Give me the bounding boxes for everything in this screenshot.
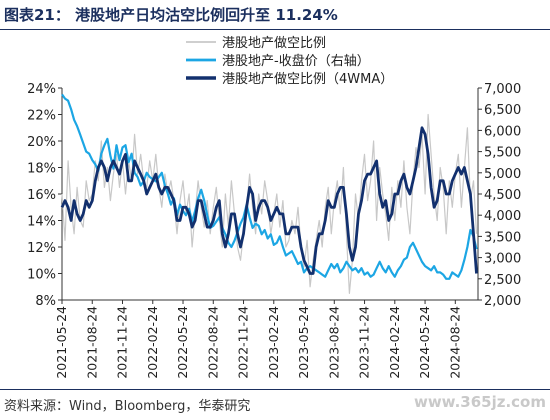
right-tick-label: 3,000 xyxy=(484,252,521,267)
close-price-line xyxy=(61,93,478,280)
x-tick-label: 2024-05-24 xyxy=(417,306,432,379)
x-tick-label: 2023-11-24 xyxy=(357,306,372,379)
x-tick-label: 2023-02-24 xyxy=(266,306,281,379)
left-tick-label: 14% xyxy=(27,215,56,230)
legend-label: 港股地产-收盘价（右轴） xyxy=(222,53,370,69)
right-tick-label: 4,000 xyxy=(484,209,521,224)
left-tick-label: 18% xyxy=(27,162,56,177)
x-tick-label: 2024-08-24 xyxy=(447,306,462,379)
x-tick-label: 2021-05-24 xyxy=(54,306,69,379)
legend-label: 港股地产做空比例 xyxy=(222,36,326,51)
right-tick-label: 4,500 xyxy=(484,188,521,203)
right-tick-label: 3,500 xyxy=(484,230,521,245)
x-tick-label: 2024-02-24 xyxy=(387,306,402,379)
short-ratio-line xyxy=(61,113,478,294)
left-tick-label: 24% xyxy=(27,82,56,97)
left-tick-label: 12% xyxy=(27,241,56,256)
x-tick-label: 2022-05-24 xyxy=(175,306,190,379)
left-tick-label: 22% xyxy=(27,109,56,124)
source-note: 资料来源：Wind，Bloomberg，华泰研究 xyxy=(4,399,251,414)
x-tick-label: 2022-08-24 xyxy=(205,306,220,379)
x-tick-label: 2022-02-24 xyxy=(145,306,160,379)
x-tick-label: 2022-11-24 xyxy=(236,306,251,379)
right-tick-label: 5,000 xyxy=(484,167,521,182)
legend-label: 港股地产做空比例（4WMA） xyxy=(222,72,393,87)
left-tick-label: 20% xyxy=(27,135,56,150)
watermark: www.365jz.com xyxy=(413,393,546,411)
right-tick-label: 2,000 xyxy=(484,294,521,309)
chart-svg: 24% 22% 20% 18% 16% 14% 12% 10% 8% 7,000 6,500 6,00… xyxy=(27,36,521,379)
left-tick-label: 10% xyxy=(27,268,56,283)
right-tick-label: 6,000 xyxy=(484,124,521,139)
axes-layer: 24% 22% 20% 18% 16% 14% 12% 10% 8% 7,000 6,500 6,00… xyxy=(27,82,521,379)
right-tick-label: 5,500 xyxy=(484,146,521,161)
short-ratio-4wma-line xyxy=(60,126,478,275)
title-divider xyxy=(0,29,550,30)
right-tick-label: 6,500 xyxy=(484,103,521,118)
x-tick-label: 2021-11-24 xyxy=(115,306,130,379)
series-layer xyxy=(60,93,478,294)
x-tick-label: 2023-08-24 xyxy=(326,306,341,379)
left-tick-label: 16% xyxy=(27,188,56,203)
x-tick-label: 2023-05-24 xyxy=(296,306,311,379)
x-tick-label: 2021-08-24 xyxy=(84,306,99,379)
left-tick-label: 8% xyxy=(35,294,56,309)
chart-title: 图表21： 港股地产日均沽空比例回升至 11.24% xyxy=(4,6,338,24)
right-tick-label: 7,000 xyxy=(484,82,521,97)
right-tick-label: 2,500 xyxy=(484,273,521,288)
footer-divider xyxy=(0,389,550,390)
